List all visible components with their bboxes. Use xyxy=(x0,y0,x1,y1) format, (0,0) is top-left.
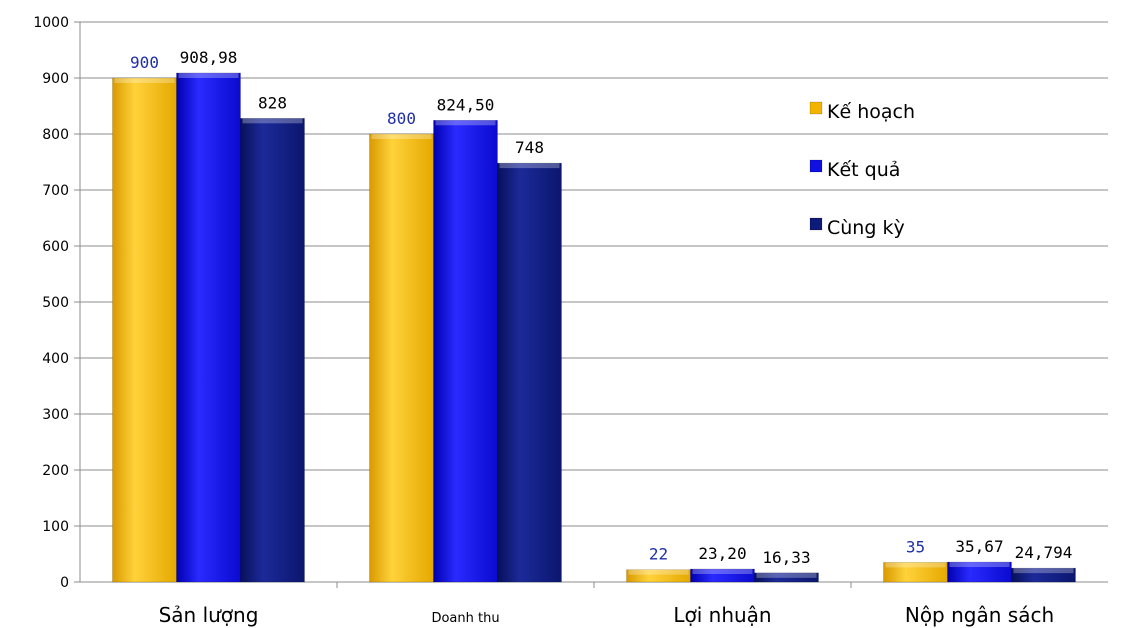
y-tick-label: 0 xyxy=(60,575,69,591)
x-category-label: Doanh thu xyxy=(431,611,499,626)
y-tick-label: 100 xyxy=(42,519,69,535)
legend-swatch xyxy=(809,159,823,173)
bar-doanh-thu-cùng-kỳ xyxy=(497,162,562,583)
y-tick-label: 600 xyxy=(42,239,69,255)
bar-doanh-thu-kế-hoạch xyxy=(369,133,434,583)
bar-bevel xyxy=(1013,568,1074,574)
y-tick-label: 1000 xyxy=(33,15,69,31)
bar-bevel xyxy=(242,118,303,124)
y-tick-label: 300 xyxy=(42,407,69,423)
bar-bevel xyxy=(692,569,753,575)
y-tick-label: 800 xyxy=(42,127,69,143)
x-category-label: Sản lượng xyxy=(159,603,259,627)
data-label: 800 xyxy=(387,109,416,128)
bar-bevel xyxy=(885,562,946,568)
bar-bevel xyxy=(178,72,239,78)
bar-sản-lượng-kết-quả xyxy=(176,72,241,583)
data-label: 908,98 xyxy=(180,48,238,67)
legend-swatch xyxy=(809,217,823,231)
legend-label: Kết quả xyxy=(827,159,900,181)
data-label: 824,50 xyxy=(437,95,495,114)
data-label: 828 xyxy=(258,93,287,112)
data-label: 748 xyxy=(515,138,544,157)
y-tick-label: 500 xyxy=(42,295,69,311)
bar-bevel xyxy=(756,572,817,578)
bar-nộp-ngân-sách-cùng-kỳ xyxy=(1011,567,1076,583)
bar-bevel xyxy=(499,163,560,169)
bar-bevel xyxy=(114,78,175,83)
legend-swatch xyxy=(809,101,823,115)
bar-bevel xyxy=(435,120,496,126)
y-tick-label: 900 xyxy=(42,71,69,87)
legend-label: Kế hoạch xyxy=(827,101,915,123)
data-label: 35 xyxy=(906,537,925,556)
legend-label: Cùng kỳ xyxy=(827,217,905,239)
bar-sản-lượng-cùng-kỳ xyxy=(240,118,305,583)
bar-sản-lượng-kế-hoạch xyxy=(112,77,177,583)
bar-doanh-thu-kết-quả xyxy=(433,119,498,583)
data-label: 24,794 xyxy=(1015,543,1073,562)
data-label: 23,20 xyxy=(698,544,746,563)
data-label: 16,33 xyxy=(762,548,810,567)
bar-bevel xyxy=(949,562,1010,568)
data-label: 22 xyxy=(649,545,668,564)
bar-lợi-nhuận-cùng-kỳ xyxy=(754,572,819,583)
bar-bevel xyxy=(628,569,689,575)
y-tick-label: 700 xyxy=(42,183,69,199)
bar-bevel xyxy=(371,134,432,139)
y-tick-label: 400 xyxy=(42,351,69,367)
data-label: 35,67 xyxy=(955,537,1003,556)
x-category-label: Nộp ngân sách xyxy=(905,603,1054,627)
y-tick-label: 200 xyxy=(42,463,69,479)
x-category-label: Lợi nhuận xyxy=(673,603,771,627)
data-label: 900 xyxy=(130,53,159,72)
